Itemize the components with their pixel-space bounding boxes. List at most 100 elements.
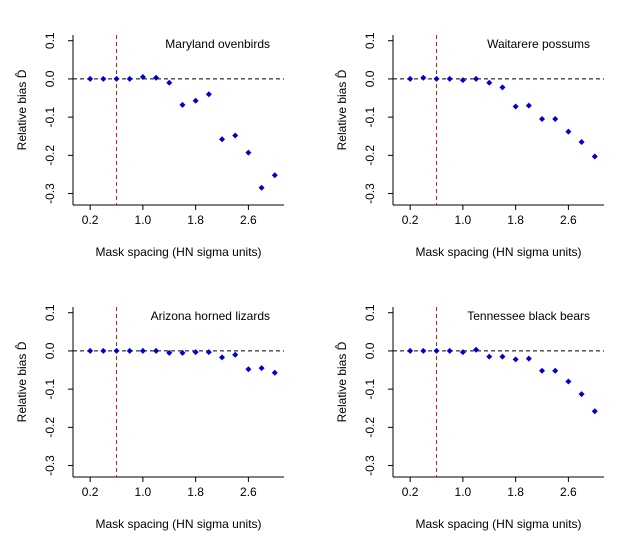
panel-title: Waitarere possums [487, 37, 590, 51]
point [87, 347, 94, 354]
x-tick-label: 1.8 [507, 485, 524, 499]
point [512, 103, 519, 110]
point [192, 97, 199, 104]
x-tick-label: 0.2 [402, 485, 419, 499]
x-tick-label: 1.8 [187, 485, 204, 499]
point [446, 347, 453, 354]
y-tick-label: 0.1 [43, 32, 57, 49]
point [459, 349, 466, 356]
point [258, 184, 265, 191]
point [271, 369, 278, 376]
y-axis-label: Relative bias D̂ [334, 341, 349, 422]
point [525, 102, 532, 109]
panel: 0.2 1.0 1.8 2.6 -0.3 -0.2 -0.1 0.0 0.1 Waitarere … [334, 32, 604, 259]
point [486, 353, 493, 360]
point [539, 116, 546, 123]
x-tick-label: 1.8 [187, 213, 204, 227]
y-tick-label: -0.2 [43, 417, 57, 438]
point [539, 367, 546, 374]
y-tick-label: -0.2 [363, 145, 377, 166]
point [232, 132, 239, 139]
y-tick-label: -0.3 [43, 455, 57, 476]
point [433, 75, 440, 82]
point [153, 74, 160, 81]
point [433, 347, 440, 354]
point [407, 347, 414, 354]
point [219, 354, 226, 361]
x-axis-label: Mask spacing (HN sigma units) [415, 517, 581, 531]
y-tick-label: -0.3 [363, 455, 377, 476]
point [205, 349, 212, 356]
point [271, 172, 278, 179]
panel: 0.2 1.0 1.8 2.6 -0.3 -0.2 -0.1 0.0 0.1 Maryland o… [14, 32, 284, 259]
point [525, 355, 532, 362]
point [113, 75, 120, 82]
point [578, 138, 585, 145]
point [473, 346, 480, 353]
x-tick-label: 2.6 [240, 485, 257, 499]
y-tick-label: -0.1 [43, 378, 57, 399]
x-tick-label: 1.0 [455, 213, 472, 227]
y-tick-label: -0.2 [43, 145, 57, 166]
y-tick-label: 0.0 [43, 70, 57, 87]
x-axis-label: Mask spacing (HN sigma units) [415, 245, 581, 259]
point [459, 77, 466, 84]
point [179, 349, 186, 356]
x-tick-label: 2.6 [560, 485, 577, 499]
x-axis-label: Mask spacing (HN sigma units) [95, 245, 261, 259]
point [420, 74, 427, 81]
y-tick-label: -0.3 [363, 183, 377, 204]
point [499, 84, 506, 91]
y-axis-label: Relative bias D̂ [14, 341, 29, 422]
point [565, 378, 572, 385]
point [473, 75, 480, 82]
point [258, 365, 265, 372]
panel-title: Tennessee black bears [467, 309, 590, 323]
point [245, 366, 252, 373]
point [87, 75, 94, 82]
y-tick-label: 0.1 [363, 32, 377, 49]
point [139, 74, 146, 81]
point [139, 347, 146, 354]
point [407, 75, 414, 82]
y-axis-label: Relative bias D̂ [14, 69, 29, 150]
point [552, 367, 559, 374]
x-tick-label: 2.6 [560, 213, 577, 227]
x-tick-label: 0.2 [402, 213, 419, 227]
x-tick-label: 1.8 [507, 213, 524, 227]
panel-title: Arizona horned lizards [151, 309, 270, 323]
point [219, 136, 226, 143]
y-tick-label: -0.1 [363, 106, 377, 127]
y-tick-label: 0.0 [363, 70, 377, 87]
point [166, 79, 173, 86]
x-tick-label: 1.0 [135, 213, 152, 227]
point [245, 149, 252, 156]
point [486, 79, 493, 86]
point [420, 347, 427, 354]
point [512, 356, 519, 363]
y-tick-label: -0.2 [363, 417, 377, 438]
y-tick-label: 0.0 [43, 342, 57, 359]
point [578, 391, 585, 398]
y-tick-label: 0.1 [43, 304, 57, 321]
x-tick-label: 2.6 [240, 213, 257, 227]
point [126, 347, 133, 354]
point [446, 75, 453, 82]
point [100, 75, 107, 82]
x-tick-label: 0.2 [82, 213, 99, 227]
point [126, 75, 133, 82]
panel-title: Maryland ovenbirds [165, 37, 270, 51]
panel: 0.2 1.0 1.8 2.6 -0.3 -0.2 -0.1 0.0 0.1 Tennessee … [334, 304, 604, 531]
y-tick-label: -0.3 [43, 183, 57, 204]
point [552, 116, 559, 123]
x-tick-label: 1.0 [135, 485, 152, 499]
point [153, 347, 160, 354]
point [192, 349, 199, 356]
point [232, 351, 239, 358]
point [565, 128, 572, 135]
point [205, 91, 212, 98]
point [166, 349, 173, 356]
y-tick-label: 0.1 [363, 304, 377, 321]
panel: 0.2 1.0 1.8 2.6 -0.3 -0.2 -0.1 0.0 0.1 Arizona ho… [14, 304, 284, 531]
